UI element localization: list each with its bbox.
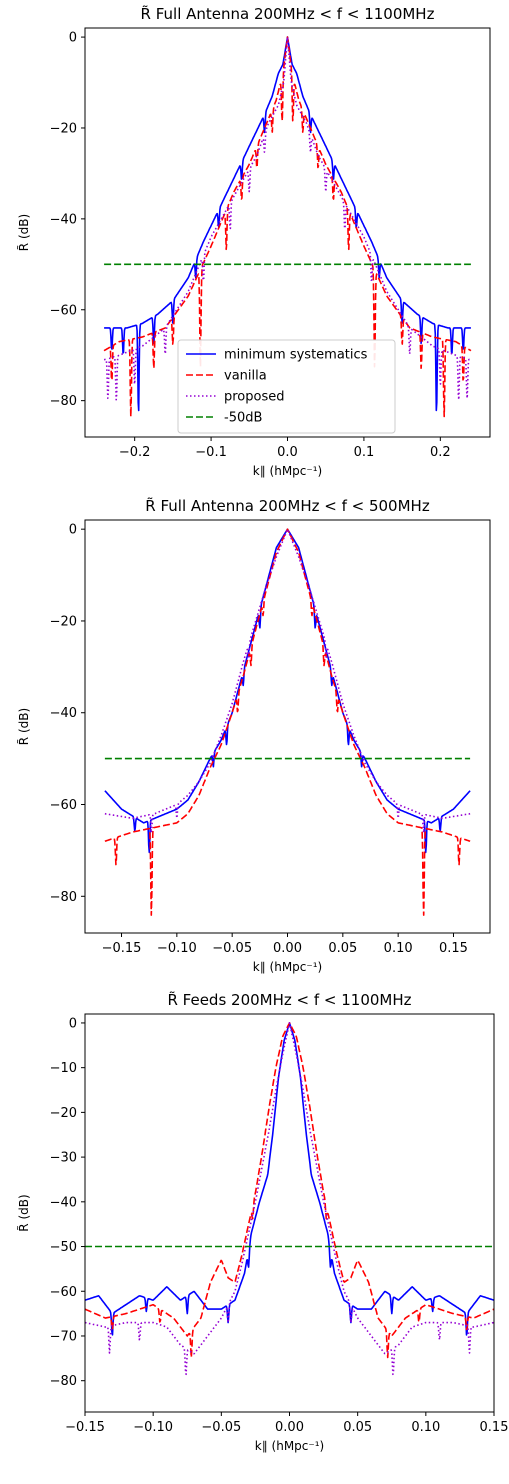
y-tick-label: −10 xyxy=(50,1061,77,1076)
x-tick-label: 0.05 xyxy=(343,1420,372,1435)
plot-area xyxy=(103,36,472,418)
x-tick-label: −0.15 xyxy=(102,941,142,956)
x-tick-label: 0.10 xyxy=(384,941,413,956)
x-tick-label: −0.2 xyxy=(119,445,151,460)
chart-panel-3: −0.15 −0.10 −0.05 0.00 0.05 0.10 0.15 0 −10 −20 −3… xyxy=(17,990,509,1453)
x-tick-label: 0.15 xyxy=(439,941,468,956)
x-tick-label: −0.15 xyxy=(65,1420,105,1435)
y-tick-label: −30 xyxy=(50,1151,77,1166)
chart-title: R̃ Full Antenna 200MHz < f < 500MHz xyxy=(145,496,430,515)
y-tick-label: −70 xyxy=(50,1329,77,1344)
legend-entry: -50dB xyxy=(224,411,262,426)
series-line-minimum-systematics-panel-3 xyxy=(85,1022,494,1336)
chart-panel-2: −0.15 −0.10 −0.05 0.00 0.05 0.10 0.15 0 −20 −40 −6… xyxy=(17,496,491,974)
x-tick-label: −0.05 xyxy=(212,941,252,956)
y-tick-label: 0 xyxy=(69,1016,77,1031)
y-tick-label: −80 xyxy=(50,890,77,905)
series-line-minimum-systematics-panel-2 xyxy=(104,528,471,854)
y-axis-label: R̃ (dB) xyxy=(17,214,31,251)
series-line-vanilla-panel-2 xyxy=(104,528,471,916)
y-tick-label: 0 xyxy=(69,31,77,46)
y-axis-label: R̃ (dB) xyxy=(17,708,31,745)
series-line-proposed-panel-1 xyxy=(103,36,472,401)
plot-frame xyxy=(84,1013,495,1413)
y-tick-label: −20 xyxy=(50,614,77,629)
x-tick-label: 0.0 xyxy=(277,445,298,460)
legend-frame xyxy=(177,339,396,434)
legend-entry: vanilla xyxy=(224,369,267,384)
y-axis-label: R̃ (dB) xyxy=(17,1194,31,1231)
y-tick-label: −60 xyxy=(50,798,77,813)
series-line-vanilla-panel-3 xyxy=(85,1022,494,1359)
chart-panel-1: −0.2 −0.1 0.0 0.1 0.2 0 −20 −40 −60 −80 k∥ (hMpc⁻¹… xyxy=(17,4,491,478)
series-line-proposed-panel-3 xyxy=(85,1022,494,1376)
y-tick-label: −40 xyxy=(50,212,77,227)
y-tick-label: −20 xyxy=(50,1106,77,1121)
plot-frame xyxy=(84,519,491,934)
chart-title: R̃ Full Antenna 200MHz < f < 1100MHz xyxy=(141,4,435,23)
x-axis-label: k∥ (hMpc⁻¹) xyxy=(253,464,322,478)
plot-area xyxy=(85,1022,494,1376)
legend: minimum systematics vanilla proposed -50dB xyxy=(177,339,396,434)
plot-area xyxy=(104,528,471,916)
series-line-vanilla-panel-1 xyxy=(103,36,472,418)
y-tick-label: −80 xyxy=(50,1374,77,1389)
x-tick-label: −0.10 xyxy=(133,1420,173,1435)
x-tick-label: −0.1 xyxy=(195,445,227,460)
legend-entry: minimum systematics xyxy=(224,348,368,363)
x-axis-label: k∥ (hMpc⁻¹) xyxy=(255,1439,324,1453)
x-tick-label: 0.00 xyxy=(275,1420,304,1435)
x-tick-label: 0.1 xyxy=(354,445,375,460)
x-axis-label: k∥ (hMpc⁻¹) xyxy=(253,960,322,974)
x-tick-label: 0.2 xyxy=(430,445,451,460)
x-tick-label: −0.05 xyxy=(201,1420,241,1435)
y-tick-label: 0 xyxy=(69,523,77,538)
y-tick-label: −50 xyxy=(50,1240,77,1255)
y-tick-label: −60 xyxy=(50,303,77,318)
y-tick-label: −40 xyxy=(50,1195,77,1210)
y-tick-label: −60 xyxy=(50,1285,77,1300)
x-tick-label: 0.05 xyxy=(328,941,357,956)
y-tick-label: −40 xyxy=(50,706,77,721)
y-tick-label: −20 xyxy=(50,121,77,136)
y-tick-label: −80 xyxy=(50,394,77,409)
legend-entry: proposed xyxy=(224,390,285,405)
x-tick-label: 0.00 xyxy=(273,941,302,956)
x-tick-label: −0.10 xyxy=(157,941,197,956)
series-line-proposed-panel-2 xyxy=(104,528,471,834)
x-tick-label: 0.10 xyxy=(411,1420,440,1435)
chart-title: R̃ Feeds 200MHz < f < 1100MHz xyxy=(167,990,411,1009)
x-tick-label: 0.15 xyxy=(480,1420,509,1435)
